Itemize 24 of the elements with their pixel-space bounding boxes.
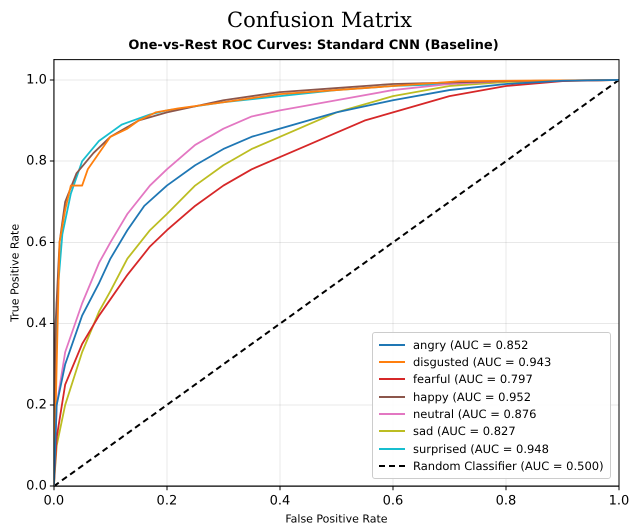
x-tick-label: 0.4 [270,493,290,508]
y-axis-title: True Positive Rate [8,224,22,323]
x-tick-label: 0.8 [496,493,516,508]
y-tick-label: 0.4 [26,316,47,332]
x-axis-title: False Positive Rate [285,512,388,526]
x-tick-label: 0.0 [44,493,64,508]
y-tick-label: 0.6 [26,234,47,250]
legend-label: angry (AUC = 0.852 [413,338,528,352]
x-tick-label: 1.0 [608,493,630,508]
legend-label: happy (AUC = 0.952 [413,390,532,404]
x-tick-label: 0.6 [382,493,404,508]
chart-title: Confusion Matrix [226,8,413,32]
x-tick-label: 0.2 [156,493,178,508]
y-tick-label: 0.0 [26,478,47,494]
legend-label: disgusted (AUC = 0.943 [413,355,552,370]
legend-label: Random Classifier (AUC = 0.500) [413,458,604,473]
y-tick-label: 0.8 [26,154,47,169]
legend-label: surprised (AUC = 0.948 [413,442,549,456]
legend-label: neutral (AUC = 0.876 [413,407,536,422]
legend-label: fearful (AUC = 0.797 [413,372,533,386]
chart-subtitle: One-vs-Rest ROC Curves: Standard CNN (Baseline) [128,38,499,54]
y-tick-label: 1.0 [26,72,47,88]
y-tick-label: 0.2 [26,397,47,412]
legend-label: sad (AUC = 0.827 [413,424,516,438]
